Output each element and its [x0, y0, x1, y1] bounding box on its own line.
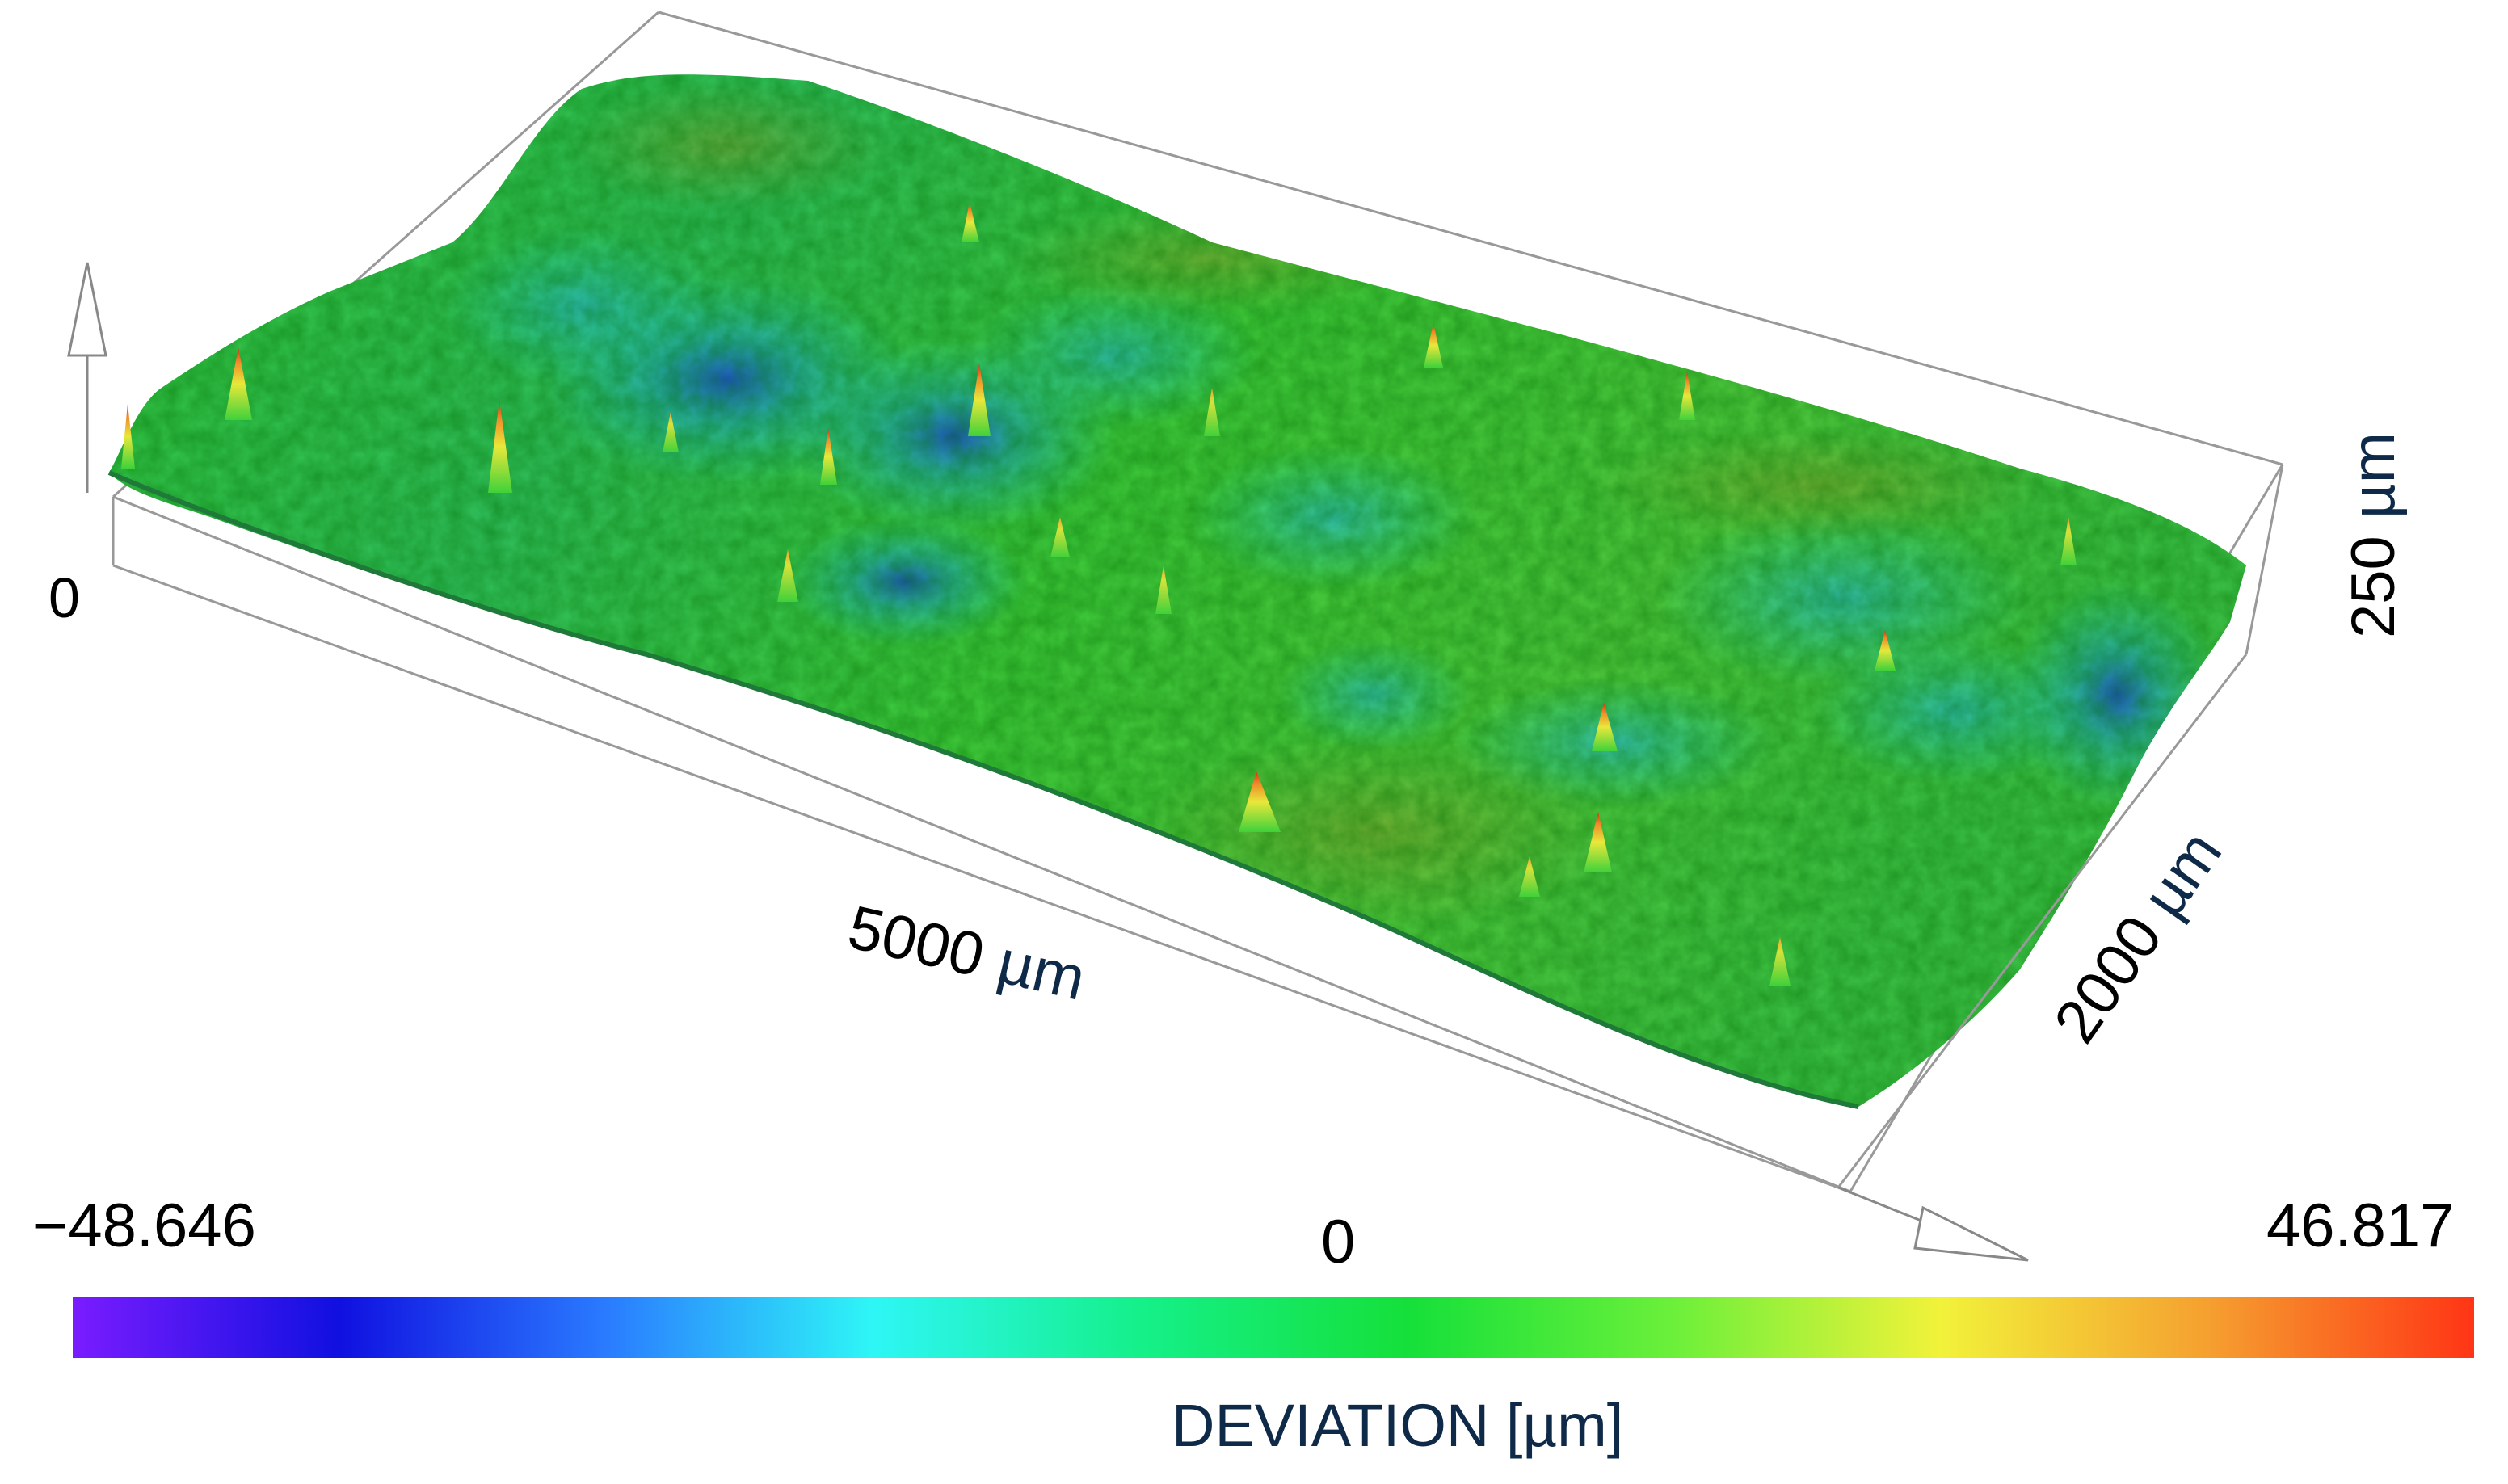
colorbar-max-label: 46.817 [2266, 1192, 2455, 1260]
height-unit: µm [2339, 431, 2408, 519]
colorbar [73, 1297, 2474, 1358]
colorbar-title: DEVIATION [µm] [1172, 1392, 1624, 1459]
length-axis-arrow [1837, 1186, 2029, 1262]
height-axis-label: 250 µm [2339, 432, 2408, 638]
surface-mesh [107, 74, 2246, 1109]
height-value: 250 [2339, 536, 2408, 638]
bounding-box-front [112, 497, 2248, 1189]
origin-label: 0 [48, 566, 80, 629]
height-axis-arrow [67, 262, 107, 493]
colorbar-min-label: −48.646 [32, 1192, 256, 1260]
colorbar-zero-label: 0 [1321, 1208, 1356, 1276]
surface-peaks [121, 202, 2077, 986]
